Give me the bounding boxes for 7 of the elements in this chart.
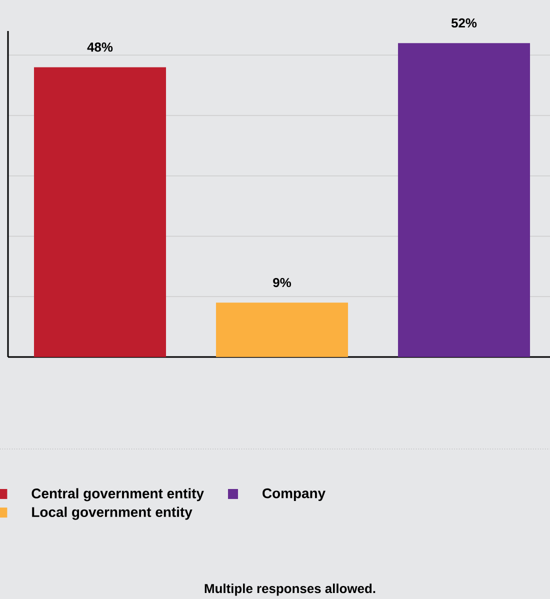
text: Multiple responses allowed.: [204, 584, 376, 596]
data-label: 9%: [273, 278, 292, 288]
data-label: 48%: [87, 42, 113, 52]
legend-label: Local government entity: [32, 506, 192, 520]
data-label: 52%: [451, 18, 477, 28]
legend-label: Company: [262, 488, 326, 501]
legend-label: Central government entity: [32, 488, 204, 502]
